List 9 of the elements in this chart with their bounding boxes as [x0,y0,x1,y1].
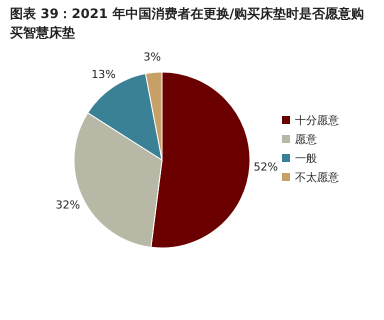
data-label: 3% [143,50,161,64]
chart-title: 图表 39：2021 年中国消费者在更换/购买床垫时是否愿意购买智慧床垫 [10,6,364,41]
legend-label: 一般 [295,152,317,165]
legend-label: 愿意 [295,133,317,146]
legend-label: 十分愿意 [295,114,339,127]
data-label: 32% [56,198,80,212]
data-label: 52% [254,160,278,174]
data-label: 13% [91,68,116,81]
legend-label: 不太愿意 [295,171,339,184]
